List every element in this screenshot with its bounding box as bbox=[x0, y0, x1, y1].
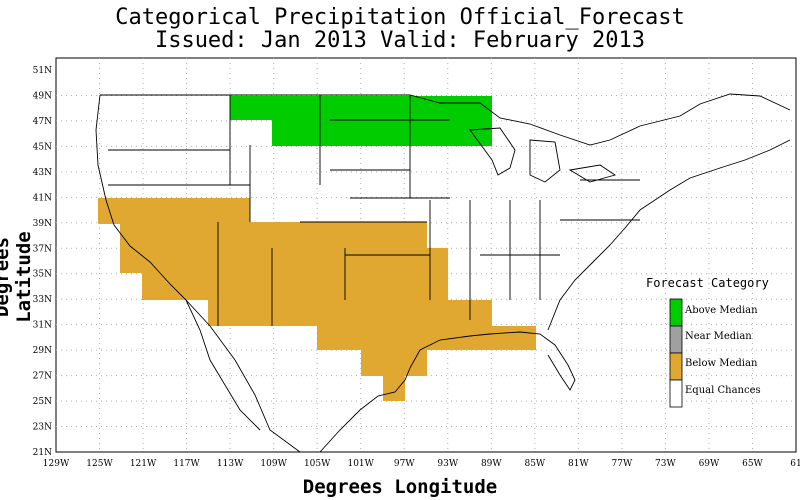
y-tick-label: 49N bbox=[33, 91, 52, 101]
legend-label-below: Below Median bbox=[685, 358, 758, 369]
y-tick-label: 31N bbox=[33, 321, 52, 331]
y-tick-label: 39N bbox=[33, 219, 52, 229]
y-tick-label: 47N bbox=[33, 117, 52, 127]
x-tick-label: 125W bbox=[86, 459, 113, 469]
y-tick-label: 51N bbox=[33, 66, 52, 76]
map-title: Categorical Precipitation Official_Forec… bbox=[115, 5, 685, 30]
y-tick-label: 33N bbox=[33, 295, 52, 305]
x-tick-label: 113W bbox=[217, 459, 244, 469]
y-axis-label: Degrees Latitude bbox=[0, 231, 35, 323]
map-subtitle: Issued: Jan 2013 Valid: February 2013 bbox=[154, 28, 646, 53]
below-median-region bbox=[98, 198, 536, 401]
above-median-region bbox=[230, 96, 492, 146]
y-tick-label: 35N bbox=[33, 270, 52, 280]
x-tick-label: 129W bbox=[43, 459, 70, 469]
x-tick-label: 77W bbox=[612, 459, 633, 469]
x-tick-label: 97W bbox=[394, 459, 415, 469]
legend-label-equal: Equal Chances bbox=[685, 385, 761, 396]
legend-swatch bbox=[669, 379, 683, 408]
legend-boxes bbox=[669, 298, 683, 408]
x-tick-label: 81W bbox=[568, 459, 589, 469]
x-tick-label: 109W bbox=[260, 459, 287, 469]
x-tick-label: 93W bbox=[437, 459, 458, 469]
legend-label-above: Above Median bbox=[685, 305, 758, 316]
x-tick-label: 105W bbox=[304, 459, 331, 469]
x-tick-label: 121W bbox=[130, 459, 157, 469]
x-tick-label: 85W bbox=[524, 459, 545, 469]
legend-swatch bbox=[669, 325, 683, 354]
y-tick-label: 29N bbox=[33, 346, 52, 356]
y-tick-labels: 51N 49N 47N 45N 43N 41N 39N 37N 35N 33N 31N 29N 27N 2… bbox=[33, 66, 52, 458]
y-tick-label: 23N bbox=[33, 423, 52, 433]
x-tick-label: 73W bbox=[655, 459, 676, 469]
y-tick-label: 45N bbox=[33, 142, 52, 152]
x-tick-label: 101W bbox=[347, 459, 374, 469]
y-tick-label: 41N bbox=[33, 193, 52, 203]
x-tick-label: 65W bbox=[742, 459, 763, 469]
y-tick-label: 27N bbox=[33, 372, 52, 382]
legend-label-near: Near Median bbox=[685, 331, 752, 342]
x-tick-label: 89W bbox=[481, 459, 502, 469]
x-tick-label: 61 bbox=[790, 459, 800, 469]
y-tick-label: 21N bbox=[33, 448, 52, 458]
x-tick-label: 117W bbox=[173, 459, 200, 469]
x-tick-labels: 129W 125W 121W 117W 113W 109W 105W 101W 97W 93W 89… bbox=[43, 459, 800, 469]
coastline-outlines bbox=[95, 93, 791, 453]
y-tick-label: 37N bbox=[33, 244, 52, 254]
legend-swatch bbox=[669, 298, 683, 327]
y-tick-label: 25N bbox=[33, 397, 52, 407]
y-tick-label: 43N bbox=[33, 168, 52, 178]
legend-swatch bbox=[669, 352, 683, 381]
x-axis-label: Degrees Longitude bbox=[302, 476, 498, 498]
legend-title: Forecast Category bbox=[646, 276, 769, 290]
x-tick-label: 69W bbox=[699, 459, 720, 469]
